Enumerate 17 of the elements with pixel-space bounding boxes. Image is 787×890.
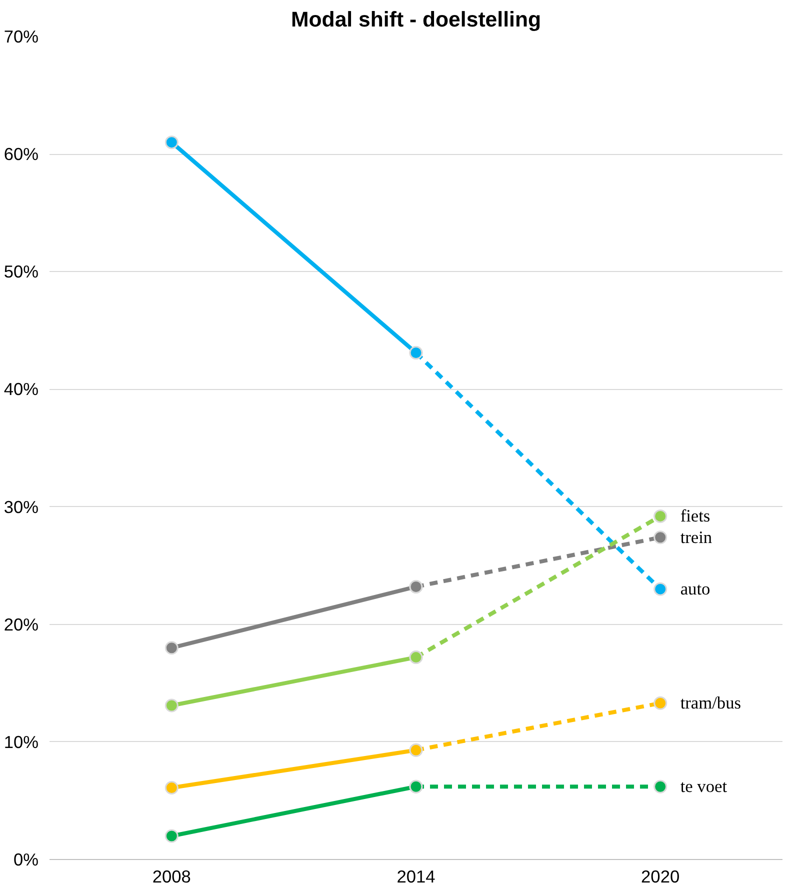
series-label: trein (680, 528, 712, 547)
y-tick-label: 30% (4, 496, 39, 517)
series-label: fiets (680, 506, 710, 526)
y-tick-label: 10% (4, 732, 39, 752)
y-tick-label: 0% (13, 850, 38, 870)
x-tick-label: 2008 (152, 866, 191, 886)
y-tick-label: 60% (4, 144, 39, 164)
y-tick-label: 70% (4, 26, 39, 46)
x-tick-label: 2014 (396, 866, 436, 886)
y-tick-label: 50% (4, 262, 39, 282)
series-label: auto (680, 580, 710, 599)
chart-title: Modal shift - doelstelling (290, 8, 542, 32)
y-tick-label: 40% (4, 379, 39, 400)
series-label: te voet (680, 777, 728, 796)
y-tick-label: 20% (4, 614, 39, 634)
x-tick-label: 2020 (641, 866, 680, 886)
series-label: tram/bus (680, 694, 742, 713)
